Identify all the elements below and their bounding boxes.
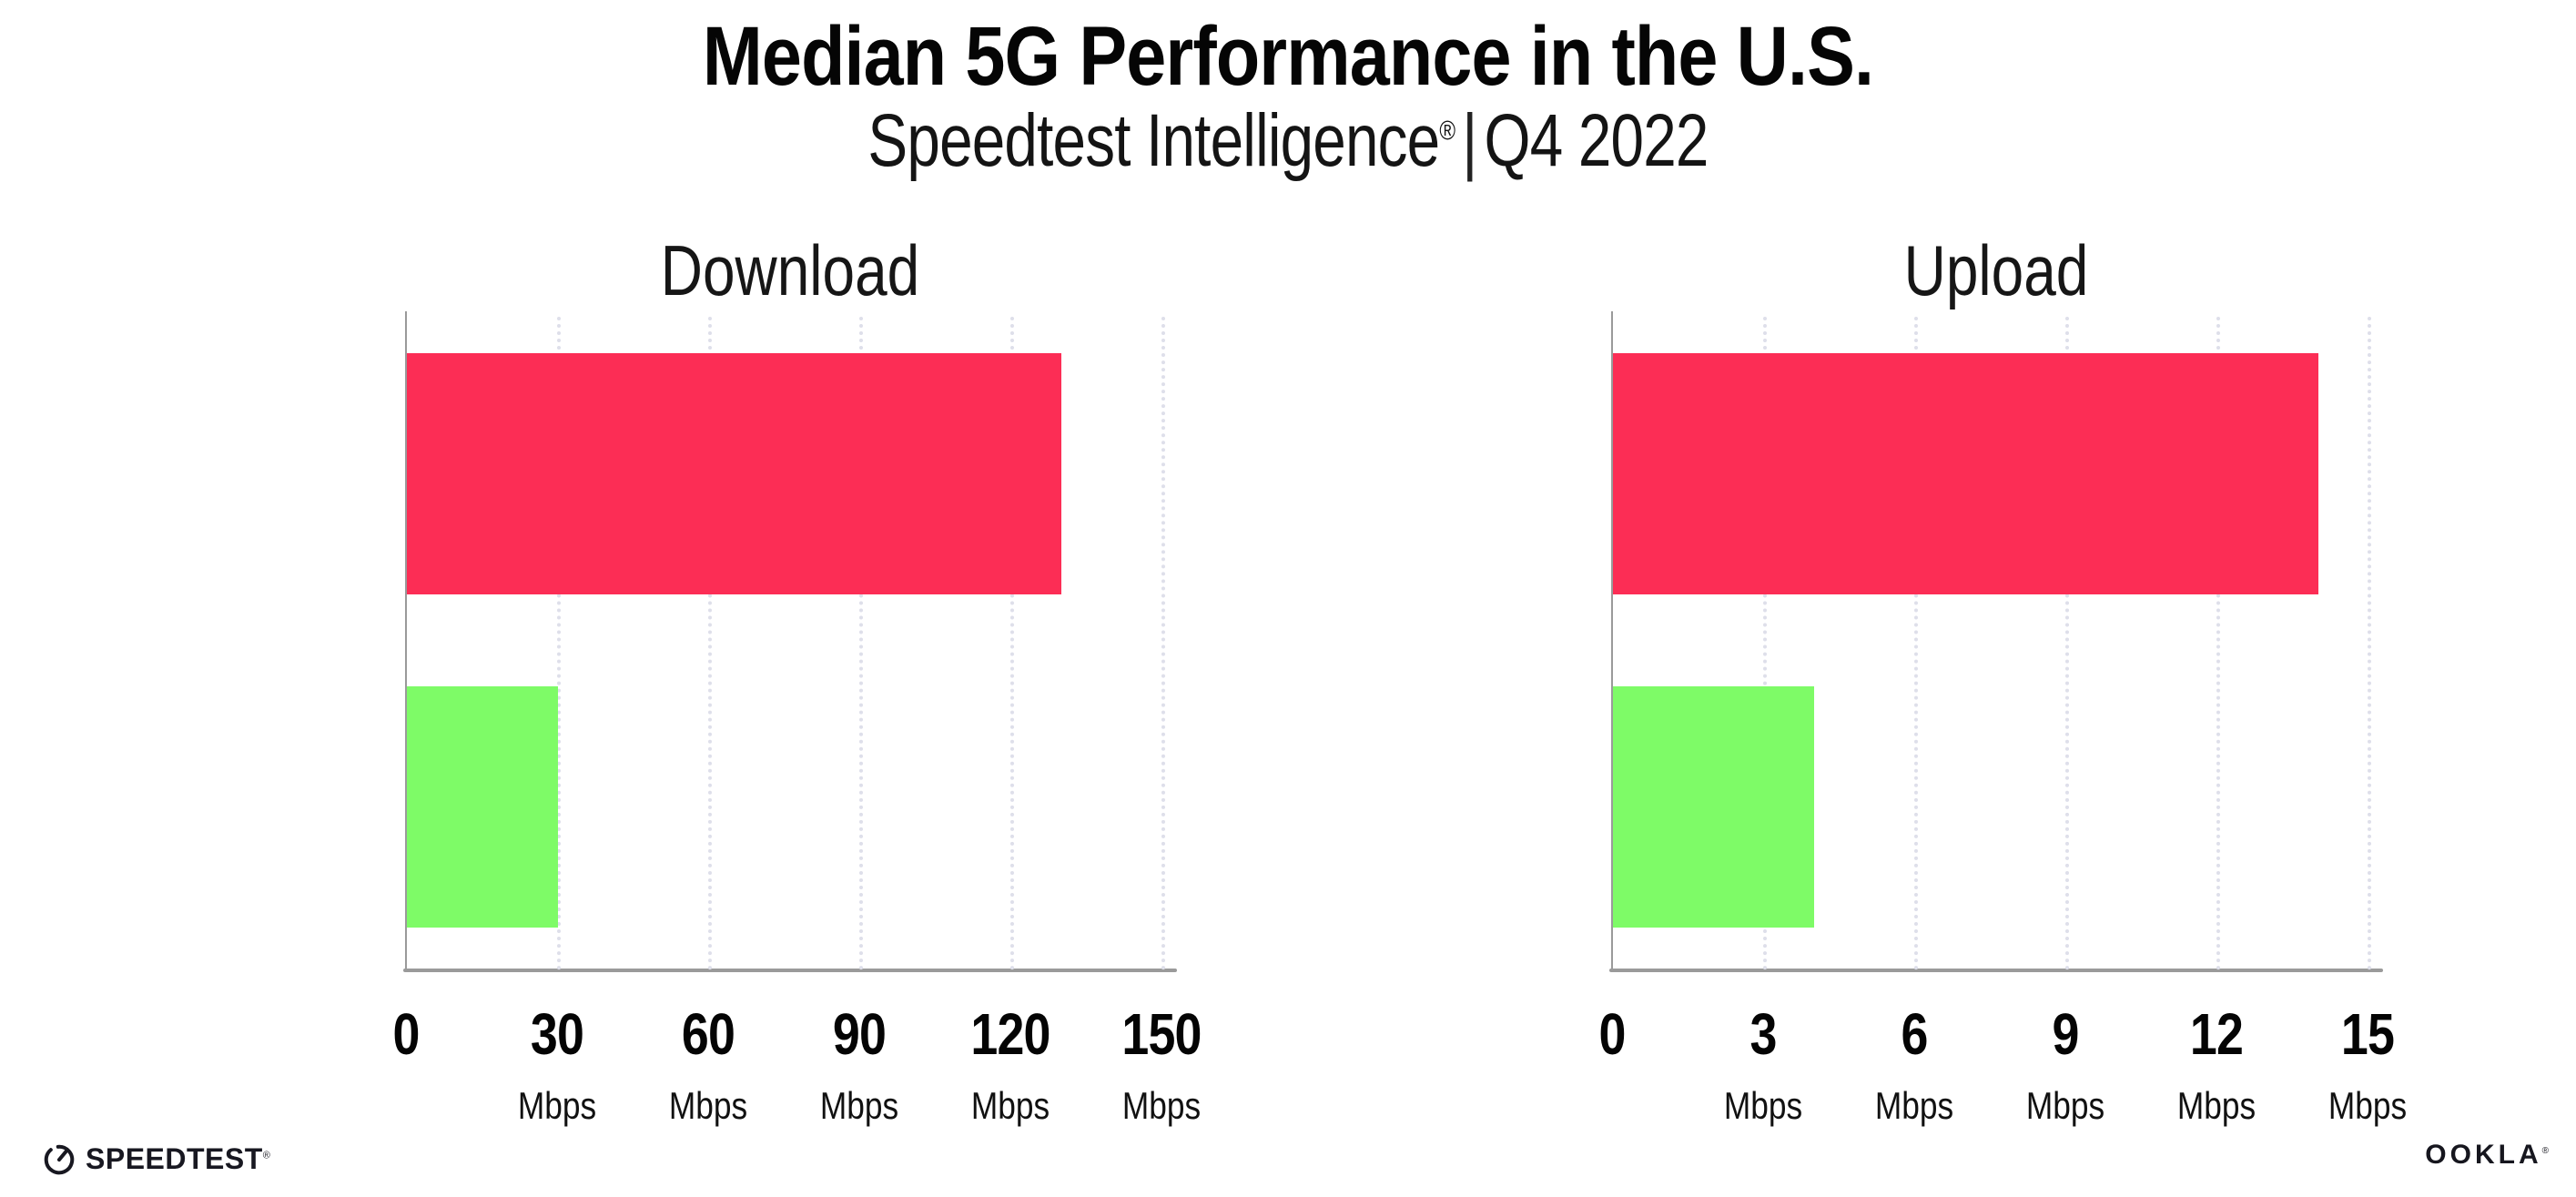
upload-bar-5g [1613,353,2318,594]
gridline-120 [1010,317,1014,970]
x-tick-12: 12 Mbps [2177,1005,2256,1125]
tick-value: 120 [970,1001,1050,1067]
x-tick-60: 60 Mbps [669,1005,747,1125]
tick-unit: Mbps [2025,1084,2105,1127]
tick-value: 150 [1121,1001,1202,1067]
tick-unit: Mbps [819,1084,899,1127]
gridline-90 [859,317,863,970]
page-title: Median 5G Performance in the U.S. [702,10,1874,103]
x-tick-15: 15 Mbps [2328,1005,2407,1125]
ookla-registered-mark: ® [2541,1146,2549,1156]
registered-mark: ® [1439,116,1455,147]
gridline-15 [2368,317,2371,970]
subtitle-brand: Speedtest Intelligence [867,99,1440,182]
tick-unit: Mbps [970,1084,1050,1127]
ookla-logo: OOKLA® [2425,1140,2549,1170]
gridline-6 [1914,317,1918,970]
speedtest-gauge-icon [44,1144,75,1175]
tick-unit: Mbps [1874,1084,1954,1127]
tick-unit: Mbps [668,1084,748,1127]
tick-unit: Mbps [2176,1084,2257,1127]
tick-unit: Mbps [1121,1084,1202,1127]
speedtest-label: SPEEDTEST [86,1142,263,1175]
x-tick-30: 30 Mbps [518,1005,596,1125]
tick-value: 60 [681,1001,735,1067]
gridline-3 [1763,317,1767,970]
x-axis-line [403,969,1177,972]
x-tick-6: 6 Mbps [1875,1005,1953,1125]
gridline-150 [1161,317,1165,970]
upload-plot-area [1609,311,2383,972]
subtitle-quarter: Q4 2022 [1484,99,1709,182]
x-tick-0: 0 [1598,1001,1626,1067]
tick-value: 15 [2340,1001,2395,1067]
x-tick-150: 150 Mbps [1121,1001,1202,1127]
tick-unit: Mbps [517,1084,597,1127]
tick-value: 6 [1901,1001,1928,1067]
x-tick-90: 90 Mbps [820,1005,898,1125]
download-chart-title: Download [660,230,920,310]
x-tick-3: 3 Mbps [1724,1005,1802,1125]
gridline-60 [708,317,712,970]
gridline-30 [557,317,561,970]
tick-value: 90 [832,1001,887,1067]
page-subtitle: Speedtest Intelligence®|Q4 2022 [258,99,2318,182]
tick-unit: Mbps [1723,1084,1803,1127]
tick-unit: Mbps [2328,1084,2408,1127]
speedtest-logo: SPEEDTEST® [42,1141,270,1176]
download-bar-5g [407,353,1061,594]
subtitle-separator: | [1462,99,1477,182]
x-axis-line [1609,969,2383,972]
upload-chart-title: Upload [1903,230,2089,310]
tick-value: 3 [1749,1001,1777,1067]
tick-value: 9 [2052,1001,2079,1067]
x-tick-0: 0 [392,1001,420,1067]
x-tick-9: 9 Mbps [2026,1005,2104,1125]
speedtest-wordmark: SPEEDTEST® [86,1144,270,1173]
tick-value: 0 [1598,1001,1626,1067]
tick-value: 12 [2189,1001,2244,1067]
download-plot-area [403,311,1177,972]
ookla-label: OOKLA [2425,1140,2542,1170]
gridline-12 [2216,317,2220,970]
gridline-9 [2065,317,2069,970]
y-axis-line [405,311,407,970]
upload-bar-4g-lte [1613,686,1814,928]
download-bar-4g-lte [407,686,558,928]
speedtest-registered-mark: ® [262,1150,271,1161]
tick-value: 30 [530,1001,584,1067]
tick-value: 0 [392,1001,420,1067]
y-axis-line [1611,311,1613,970]
x-tick-120: 120 Mbps [970,1005,1050,1125]
